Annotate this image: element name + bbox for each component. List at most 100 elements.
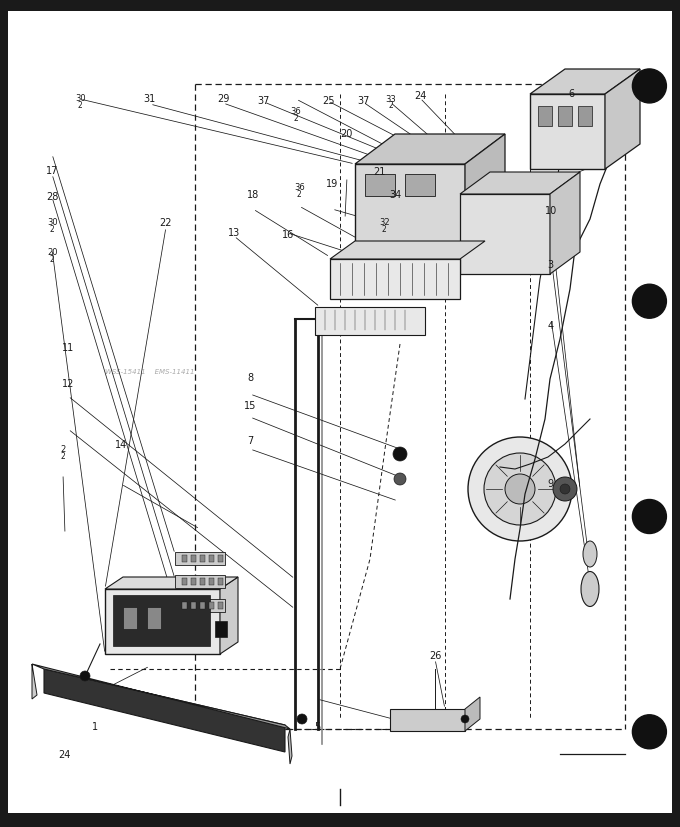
Text: 29: 29 bbox=[217, 94, 229, 104]
Text: 2: 2 bbox=[50, 254, 54, 263]
Text: 19: 19 bbox=[326, 179, 338, 189]
Text: 15: 15 bbox=[244, 400, 256, 410]
Text: 36: 36 bbox=[294, 184, 305, 192]
Text: 6: 6 bbox=[568, 89, 575, 99]
Text: 16: 16 bbox=[282, 230, 294, 240]
Bar bbox=[200, 578, 205, 586]
Polygon shape bbox=[220, 577, 238, 654]
Ellipse shape bbox=[581, 571, 599, 607]
Text: 37: 37 bbox=[258, 96, 270, 106]
Circle shape bbox=[80, 672, 90, 681]
Bar bbox=[672, 0, 680, 827]
Text: 20: 20 bbox=[341, 129, 353, 139]
Text: 32: 32 bbox=[379, 218, 390, 227]
Text: 11: 11 bbox=[62, 342, 74, 352]
Bar bbox=[558, 107, 572, 127]
Text: 20: 20 bbox=[47, 248, 58, 256]
Bar bbox=[209, 555, 214, 562]
Bar bbox=[105, 590, 220, 654]
Polygon shape bbox=[105, 577, 238, 590]
Ellipse shape bbox=[583, 542, 597, 567]
Bar bbox=[390, 709, 465, 731]
Polygon shape bbox=[288, 729, 292, 764]
Text: 13: 13 bbox=[228, 228, 240, 238]
Bar bbox=[175, 576, 225, 588]
Bar bbox=[209, 602, 214, 609]
Text: 17: 17 bbox=[46, 166, 58, 176]
Text: 7: 7 bbox=[247, 436, 254, 446]
Text: 2: 2 bbox=[61, 445, 66, 453]
Bar bbox=[182, 602, 187, 609]
Circle shape bbox=[560, 485, 570, 495]
Polygon shape bbox=[32, 664, 37, 699]
Text: 26: 26 bbox=[429, 650, 441, 660]
Bar bbox=[123, 607, 137, 629]
Text: 8: 8 bbox=[247, 373, 254, 383]
Bar bbox=[191, 602, 196, 609]
Circle shape bbox=[461, 715, 469, 723]
Circle shape bbox=[297, 715, 307, 724]
Text: 2: 2 bbox=[50, 224, 54, 233]
Polygon shape bbox=[355, 135, 505, 165]
Text: 21: 21 bbox=[373, 167, 386, 177]
Circle shape bbox=[632, 69, 666, 104]
Circle shape bbox=[468, 437, 572, 542]
Text: 2: 2 bbox=[382, 224, 386, 233]
Text: 18: 18 bbox=[247, 189, 259, 199]
Bar bbox=[460, 195, 550, 275]
Text: 5: 5 bbox=[313, 721, 320, 731]
Bar bbox=[530, 95, 605, 170]
Polygon shape bbox=[330, 241, 485, 260]
Bar bbox=[365, 174, 395, 197]
Text: 25: 25 bbox=[322, 96, 335, 106]
Text: 1: 1 bbox=[92, 721, 99, 731]
Bar bbox=[0, 813, 680, 827]
Polygon shape bbox=[460, 173, 580, 195]
Text: 31: 31 bbox=[143, 94, 156, 104]
Bar bbox=[0, 0, 680, 12]
Text: 12: 12 bbox=[62, 379, 74, 389]
Text: 4: 4 bbox=[547, 321, 554, 331]
Text: 30: 30 bbox=[47, 218, 58, 227]
Text: 30: 30 bbox=[75, 94, 86, 103]
Polygon shape bbox=[32, 664, 290, 729]
Bar bbox=[330, 260, 460, 299]
Text: 2: 2 bbox=[389, 101, 393, 110]
Text: 28: 28 bbox=[46, 192, 58, 202]
Bar bbox=[315, 308, 425, 336]
Bar bbox=[215, 621, 227, 638]
Circle shape bbox=[632, 500, 666, 534]
Bar bbox=[182, 578, 187, 586]
Text: 2: 2 bbox=[297, 189, 301, 198]
Text: 24: 24 bbox=[58, 749, 71, 759]
Polygon shape bbox=[605, 70, 640, 170]
Bar bbox=[191, 555, 196, 562]
Bar bbox=[147, 607, 161, 629]
Text: 3: 3 bbox=[547, 260, 554, 270]
Circle shape bbox=[632, 715, 666, 749]
Bar bbox=[218, 578, 223, 586]
Bar bbox=[113, 595, 210, 646]
Bar bbox=[175, 600, 225, 612]
Text: 14: 14 bbox=[115, 440, 127, 450]
Bar bbox=[209, 578, 214, 586]
Text: 9: 9 bbox=[547, 478, 554, 488]
Polygon shape bbox=[465, 697, 480, 731]
Text: 37: 37 bbox=[358, 96, 370, 106]
Circle shape bbox=[632, 284, 666, 319]
Text: 22: 22 bbox=[160, 218, 172, 227]
Bar bbox=[405, 174, 435, 197]
Polygon shape bbox=[44, 669, 285, 752]
Bar bbox=[200, 555, 205, 562]
Text: 10: 10 bbox=[545, 206, 557, 216]
Polygon shape bbox=[465, 135, 505, 255]
Circle shape bbox=[505, 475, 535, 504]
Circle shape bbox=[394, 473, 406, 485]
Circle shape bbox=[553, 477, 577, 501]
Bar bbox=[538, 107, 552, 127]
Text: 34: 34 bbox=[390, 190, 402, 200]
Bar bbox=[578, 107, 592, 127]
Bar bbox=[191, 578, 196, 586]
Polygon shape bbox=[530, 70, 640, 95]
Bar bbox=[0, 0, 8, 827]
